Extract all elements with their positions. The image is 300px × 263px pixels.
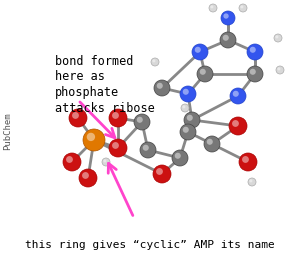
Circle shape [247,66,263,82]
Circle shape [154,80,170,96]
Circle shape [229,117,247,135]
Circle shape [157,83,163,89]
Circle shape [247,44,263,60]
Circle shape [220,32,236,48]
Circle shape [197,66,213,82]
Circle shape [109,139,127,157]
Circle shape [172,150,188,166]
Circle shape [209,4,217,12]
Circle shape [192,44,208,60]
Circle shape [181,104,189,112]
Circle shape [204,136,220,152]
Text: PubChem: PubChem [4,112,13,150]
Circle shape [232,120,239,127]
Circle shape [112,112,119,119]
Circle shape [250,69,256,75]
Circle shape [184,112,200,128]
Circle shape [275,35,278,38]
Circle shape [69,109,87,127]
Circle shape [102,158,110,166]
Circle shape [207,139,213,145]
Circle shape [134,114,150,130]
Circle shape [72,112,79,119]
Text: bond formed
here as
phosphate
attacks ribose: bond formed here as phosphate attacks ri… [55,55,155,114]
Circle shape [175,153,181,159]
Circle shape [224,13,229,19]
Circle shape [223,35,229,41]
Circle shape [87,133,95,141]
Circle shape [248,178,256,186]
Circle shape [140,142,156,158]
Circle shape [242,156,249,163]
Circle shape [278,67,280,70]
Circle shape [180,86,196,102]
Circle shape [210,5,213,8]
Circle shape [156,168,163,175]
Circle shape [195,47,201,53]
Circle shape [239,4,247,12]
Circle shape [103,159,106,162]
Circle shape [66,156,73,163]
Circle shape [240,5,243,8]
Circle shape [82,172,89,179]
Circle shape [187,115,193,121]
Text: this ring gives “cyclic” AMP its name: this ring gives “cyclic” AMP its name [25,240,275,250]
Circle shape [249,179,252,183]
Circle shape [230,88,246,104]
Circle shape [79,169,97,187]
Circle shape [151,58,159,66]
Circle shape [233,91,239,97]
Circle shape [183,127,189,133]
Circle shape [183,89,189,95]
Circle shape [250,47,256,53]
Circle shape [180,124,196,140]
Circle shape [182,105,185,108]
Circle shape [153,165,171,183]
Circle shape [83,129,105,151]
Circle shape [109,109,127,127]
Circle shape [63,153,81,171]
Circle shape [221,11,235,25]
Circle shape [137,117,143,123]
Circle shape [152,59,155,62]
Circle shape [274,34,282,42]
Circle shape [200,69,206,75]
Circle shape [276,66,284,74]
Circle shape [143,145,149,151]
Circle shape [239,153,257,171]
Circle shape [112,142,119,149]
